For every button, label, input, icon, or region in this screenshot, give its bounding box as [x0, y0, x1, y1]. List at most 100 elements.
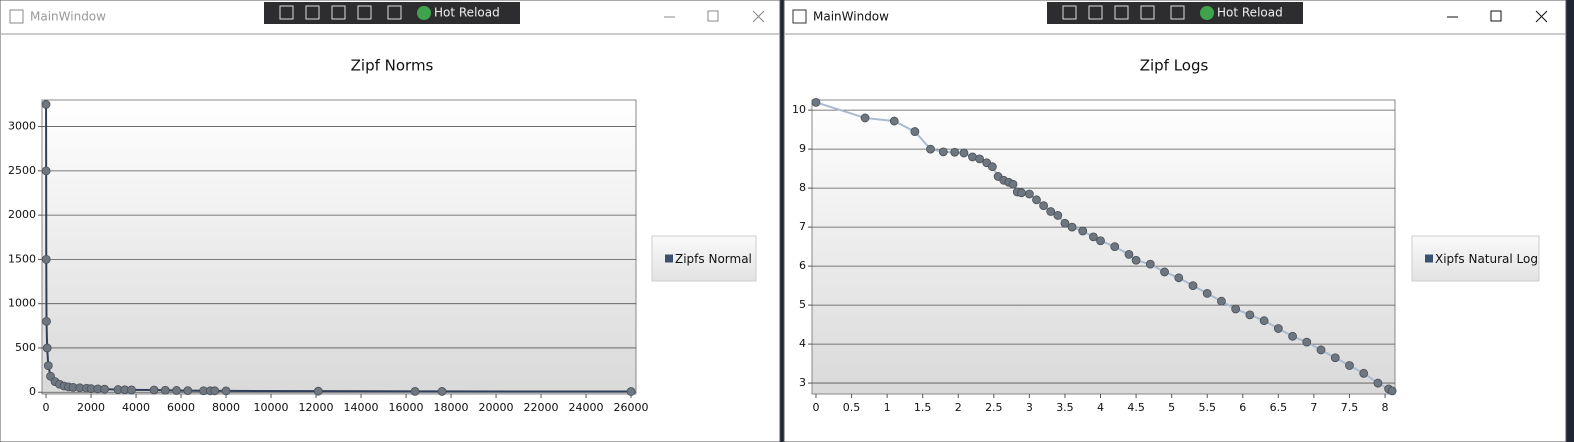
marker — [975, 154, 984, 164]
toolbar-icon[interactable] — [1088, 5, 1103, 20]
y-tick-label: 3000 — [8, 120, 36, 133]
marker — [1288, 331, 1297, 341]
legend-label: Zipfs Normal — [675, 252, 752, 266]
marker — [1273, 324, 1283, 333]
marker — [1046, 207, 1056, 216]
marker — [42, 343, 52, 353]
toolbar-icon[interactable] — [1062, 5, 1077, 20]
y-tick-label: 3 — [799, 376, 806, 389]
marker — [1217, 296, 1226, 306]
toolbar-icon[interactable] — [1114, 5, 1129, 20]
window-title: MainWindow — [30, 10, 106, 24]
marker — [127, 385, 136, 395]
marker — [221, 386, 231, 396]
y-tick-label: 5 — [799, 298, 806, 311]
legend-box — [1411, 235, 1540, 282]
app-icon — [9, 9, 24, 24]
x-tick-label: 4.5 — [1127, 401, 1145, 414]
marker — [437, 387, 447, 396]
app-icon — [792, 9, 807, 24]
y-tick-label: 500 — [15, 341, 36, 354]
marker — [1387, 386, 1397, 396]
marker — [1245, 310, 1255, 320]
marker — [1259, 316, 1269, 326]
marker — [172, 386, 181, 395]
marker — [1024, 189, 1034, 199]
marker — [149, 385, 159, 395]
legend-swatch — [1425, 254, 1433, 263]
close-button[interactable] — [1535, 10, 1548, 23]
marker — [1316, 345, 1326, 355]
chart-title: Zipf Logs — [1140, 57, 1209, 75]
x-tick-label: 20000 — [479, 401, 514, 414]
x-tick-label: 8000 — [212, 401, 240, 414]
y-tick-label: 4 — [799, 337, 806, 350]
marker — [42, 316, 51, 326]
y-tick-label: 1000 — [8, 297, 36, 310]
marker — [626, 387, 636, 396]
marker — [1188, 281, 1198, 291]
legend-label: Xipfs Natural Log — [1435, 252, 1538, 266]
marker — [938, 147, 948, 157]
hot-reload-icon[interactable] — [417, 6, 431, 20]
toolbar-icon[interactable] — [357, 5, 372, 20]
y-tick-label: 8 — [799, 181, 806, 194]
toolbar-icon[interactable] — [1170, 5, 1185, 20]
x-tick-label: 10000 — [254, 401, 289, 414]
toolbar-icon[interactable] — [305, 5, 320, 20]
x-tick-label: 22000 — [524, 401, 559, 414]
hot-reload-icon[interactable] — [1200, 6, 1214, 20]
marker — [1145, 259, 1155, 269]
marker — [1017, 188, 1026, 198]
marker — [950, 147, 960, 157]
x-tick-label: 3 — [1026, 401, 1033, 414]
toolbar-icon[interactable] — [331, 5, 346, 20]
marker — [1096, 236, 1105, 246]
toolbar-icon[interactable] — [1140, 5, 1155, 20]
marker — [41, 166, 51, 176]
maximize-button[interactable] — [707, 10, 719, 22]
marker — [160, 385, 170, 395]
marker — [1078, 226, 1088, 236]
x-tick-label: 0 — [812, 401, 819, 414]
x-tick-label: 0.5 — [843, 401, 861, 414]
close-button[interactable] — [752, 10, 765, 23]
marker — [1124, 250, 1134, 259]
marker — [410, 386, 420, 396]
x-tick-label: 26000 — [614, 401, 649, 414]
toolbar — [1047, 2, 1303, 24]
plot-area — [41, 99, 637, 395]
x-tick-label: 18000 — [434, 401, 469, 414]
marker — [1088, 232, 1098, 242]
marker — [1174, 273, 1184, 283]
toolbar-label[interactable]: Hot Reload — [434, 6, 500, 20]
y-tick-label: 6 — [799, 259, 806, 272]
x-tick-label: 5 — [1168, 401, 1175, 414]
marker — [183, 386, 193, 396]
marker — [1053, 211, 1063, 220]
x-tick-label: 14000 — [344, 401, 379, 414]
toolbar-label[interactable]: Hot Reload — [1217, 6, 1283, 20]
x-tick-label: 7.5 — [1341, 401, 1359, 414]
x-tick-label: 2.5 — [985, 401, 1003, 414]
x-tick-label: 6 — [1239, 401, 1246, 414]
marker — [889, 116, 899, 126]
marker — [313, 386, 323, 396]
marker — [910, 127, 920, 136]
toolbar-icon[interactable] — [279, 5, 294, 20]
marker — [1060, 218, 1070, 228]
window-title: MainWindow — [813, 10, 889, 24]
toolbar-icon[interactable] — [387, 5, 402, 20]
x-tick-label: 7 — [1310, 401, 1317, 414]
x-tick-label: 12000 — [299, 401, 334, 414]
marker — [811, 97, 821, 107]
marker — [1067, 222, 1077, 232]
maximize-button[interactable] — [1490, 10, 1502, 22]
x-tick-label: 0 — [43, 401, 50, 414]
x-tick-label: 16000 — [389, 401, 424, 414]
marker — [1302, 337, 1312, 347]
marker — [41, 100, 51, 109]
marker — [959, 148, 969, 158]
